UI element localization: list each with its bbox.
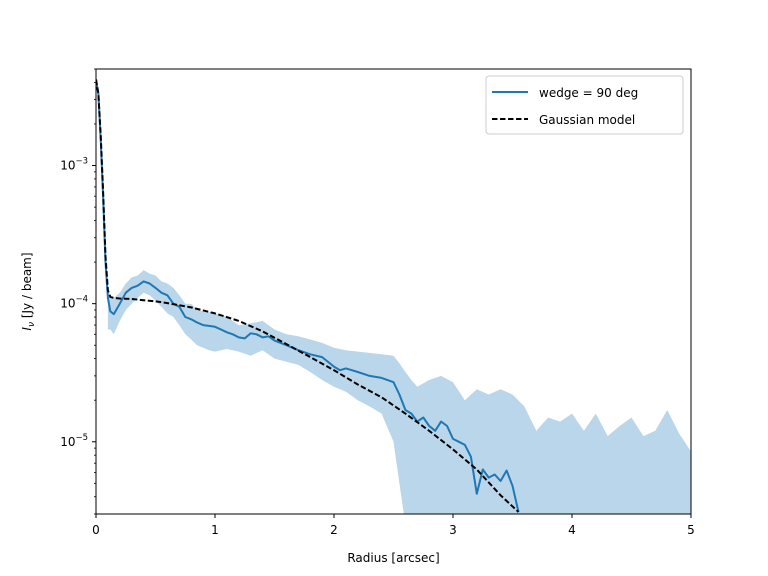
x-tick-label: 5 [687, 523, 695, 537]
y-axis-label-subscript: ν [27, 322, 37, 327]
x-tick-label: 1 [211, 523, 219, 537]
y-tick-label: 10−4 [60, 295, 88, 311]
uncertainty-band [107, 270, 691, 514]
x-tick-label: 3 [449, 523, 457, 537]
profile-line [96, 79, 520, 513]
y-tick-label: 10−5 [60, 433, 88, 449]
y-tick-label: 10−3 [60, 157, 88, 173]
x-tick-label: 0 [92, 523, 100, 537]
y-axis-label: Iν [Jy / beam] [20, 252, 37, 330]
y-axis-label-units: [Jy / beam] [20, 252, 34, 322]
y-axis-ticks: 10−5 10−4 10−3 [60, 68, 96, 515]
model-line [96, 79, 520, 513]
legend-label-model: Gaussian model [539, 113, 635, 127]
x-tick-label: 4 [568, 523, 576, 537]
x-tick-label: 2 [330, 523, 338, 537]
legend: wedge = 90 deg Gaussian model [485, 75, 684, 135]
plot-frame [95, 68, 692, 515]
series-layer [96, 79, 520, 513]
legend-label-profile: wedge = 90 deg [539, 86, 638, 100]
legend-box [485, 75, 684, 135]
x-axis-label: Radius [arcsec] [347, 551, 439, 565]
x-axis-ticks: 0 1 2 3 4 5 [92, 514, 695, 537]
y-axis-label-symbol: I [20, 327, 34, 331]
uncertainty-band-layer [107, 270, 691, 514]
